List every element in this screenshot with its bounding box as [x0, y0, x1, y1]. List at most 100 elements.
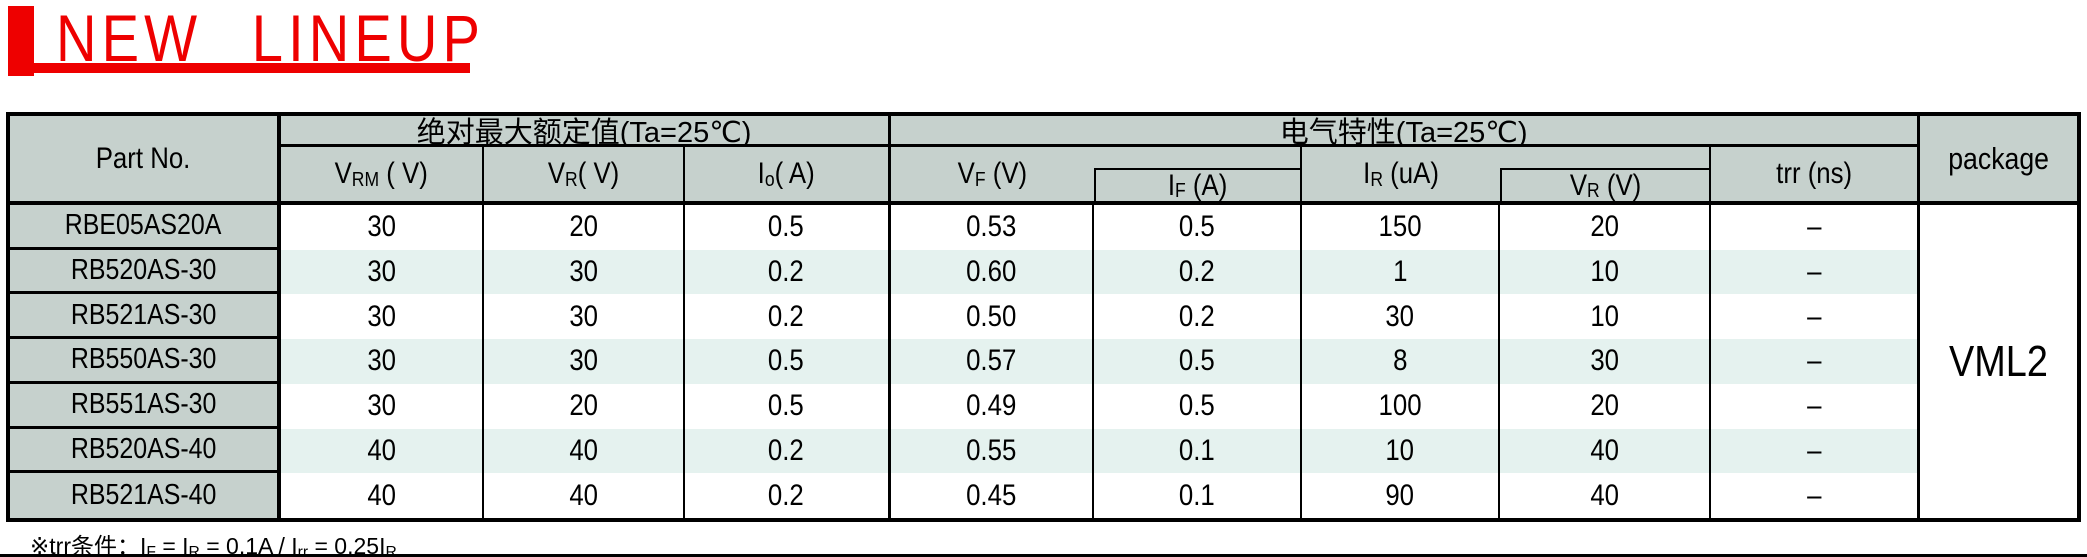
cell-value: –: [1806, 210, 1822, 244]
table-cell-vf: 0.49: [890, 383, 1095, 429]
vr-label: VR( V): [548, 157, 619, 191]
symbol-sub: R: [385, 543, 397, 557]
table-cell-io: 0.2: [684, 249, 891, 295]
bottom-divider: [0, 554, 2087, 557]
label-base: V: [334, 157, 353, 190]
col-header-package: package: [1919, 116, 2077, 205]
red-underline: [33, 63, 470, 73]
absolute-max-label: 绝对最大额定值(Ta=25℃): [416, 117, 752, 149]
cell-value: 8: [1392, 344, 1408, 378]
cell-value: 0.57: [966, 344, 1017, 378]
cell-value: 1: [1392, 255, 1408, 289]
table-cell-vr2: 30: [1500, 339, 1712, 384]
footnote-text: = 0.1A /: [199, 533, 292, 557]
table-cell-trr: –: [1711, 428, 1920, 474]
cell-value: –: [1806, 433, 1822, 467]
label-base: I: [757, 157, 765, 190]
table-cell-vr2: 20: [1500, 205, 1712, 250]
col-header-vf: VF (V): [890, 147, 1095, 205]
cell-value: 40: [569, 478, 598, 512]
footnote-marker: ※: [30, 533, 50, 557]
col-header-vr: VR( V): [484, 147, 685, 205]
cell-value: 20: [1590, 210, 1619, 244]
table-cell-vrm: 30: [280, 294, 485, 340]
label-sub: rr: [1783, 157, 1801, 190]
cell-value: 10: [1590, 299, 1619, 333]
table-cell-vf: 0.55: [890, 428, 1095, 474]
vr-condition-subcell: VR (V): [1500, 168, 1710, 203]
cell-value: 30: [367, 344, 396, 378]
cell-value: 0.55: [966, 433, 1017, 467]
table-cell-vrm: 30: [280, 383, 485, 429]
label-unit: (V): [985, 157, 1028, 190]
table-cell-vr2: 20: [1500, 383, 1712, 429]
label-unit: (V): [1599, 168, 1642, 202]
label-sub: R: [565, 168, 578, 191]
table-cell-io: 0.2: [684, 473, 891, 518]
cell-value: 150: [1378, 210, 1422, 244]
cell-value: 0.2: [768, 299, 805, 333]
footnote-text: =: [155, 533, 183, 557]
table-cell-vr: 30: [484, 249, 685, 295]
page-title: NEW LINEUP: [56, 1, 486, 75]
trr-label: trr (ns): [1776, 157, 1852, 191]
cell-value: 30: [367, 255, 396, 289]
electrical-label: 电气特性(Ta=25℃): [1279, 117, 1528, 149]
table-cell-io: 0.5: [684, 339, 891, 384]
cell-value: 90: [1385, 478, 1415, 512]
cell-value: 20: [1590, 389, 1619, 423]
label-sub: RM: [352, 168, 380, 191]
io-label: Io( A): [758, 157, 815, 191]
cell-value: –: [1806, 478, 1822, 512]
vf-label: VF (V): [958, 157, 1027, 191]
table-cell-vr: 20: [484, 205, 685, 250]
cell-value: –: [1806, 389, 1822, 423]
col-header-io: Io( A): [684, 147, 891, 205]
label-sub: R: [1587, 180, 1600, 203]
cell-value: 40: [367, 433, 396, 467]
part-no-cell: RBE05AS20A: [10, 205, 281, 250]
table-cell-ir: 100: [1301, 383, 1501, 429]
part-no-cell: RB551AS-30: [10, 383, 281, 429]
package-header-label: package: [1948, 140, 2049, 176]
col-header-vrm: VRM ( V): [280, 147, 485, 205]
table-cell-trr: –: [1711, 205, 1920, 250]
cell-value: 0.2: [768, 478, 805, 512]
label-base: I: [1363, 157, 1371, 190]
table-cell-trr: –: [1711, 249, 1920, 295]
cell-value: 20: [569, 210, 598, 244]
footnote: ※trr条件：IF = IR = 0.1A / Irr = 0.25IR: [30, 527, 397, 557]
cell-value: 0.1: [1179, 433, 1215, 467]
cell-value: 30: [569, 299, 598, 333]
cell-value: –: [1806, 299, 1822, 333]
cell-value: 0.5: [1179, 389, 1215, 423]
part-no-value: RB551AS-30: [70, 388, 217, 421]
table-cell-vf: 0.60: [890, 249, 1095, 295]
table-cell-io: 0.2: [684, 294, 891, 340]
col-header-if: IF (A): [1094, 147, 1302, 205]
cell-value: 0.5: [1179, 210, 1215, 244]
table-cell-if: 0.1: [1094, 428, 1302, 474]
table-cell-vrm: 30: [280, 249, 485, 295]
cell-value: 0.1: [1179, 478, 1215, 512]
table-cell-io: 0.5: [684, 205, 891, 250]
col-header-trr: trr (ns): [1711, 147, 1920, 205]
spec-table: Part No. 绝对最大额定值(Ta=25℃) 电气特性(Ta=25℃) pa…: [6, 112, 2081, 522]
label-sub: F: [1175, 180, 1187, 203]
part-no-cell: RB521AS-40: [10, 473, 281, 518]
cell-value: 0.2: [768, 255, 805, 289]
label-unit: ( V): [577, 157, 620, 190]
symbol-sub: F: [146, 543, 156, 557]
label-unit: ( A): [774, 157, 815, 190]
part-no-cell: RB520AS-30: [10, 249, 281, 295]
table-cell-vr2: 10: [1500, 294, 1712, 340]
table-cell-vrm: 40: [280, 428, 485, 474]
table-cell-if: 0.5: [1094, 205, 1302, 250]
table-cell-vrm: 40: [280, 473, 485, 518]
cell-value: 10: [1385, 433, 1415, 467]
table-cell-vr2: 40: [1500, 473, 1712, 518]
symbol-base: I: [182, 533, 189, 557]
table-cell-trr: –: [1711, 473, 1920, 518]
table-cell-vr2: 40: [1500, 428, 1712, 474]
